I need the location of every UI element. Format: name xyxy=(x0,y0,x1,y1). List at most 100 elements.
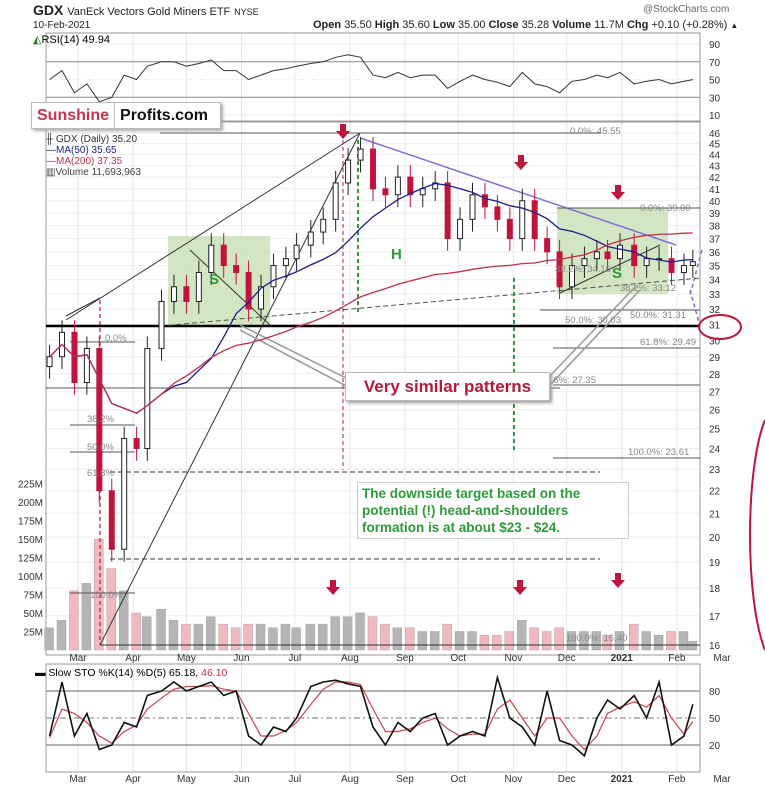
close-value: 35.28 xyxy=(521,19,550,31)
volume-bar xyxy=(641,631,651,651)
x-tick-label: 2021 xyxy=(611,774,634,785)
candle-body xyxy=(320,218,327,233)
left-shoulder-label: S xyxy=(209,271,219,288)
volume-bar xyxy=(392,627,403,651)
rsi-tick-label: 10 xyxy=(709,111,721,122)
fib-label: 50.0%: 31.31 xyxy=(630,310,686,321)
price-tick-label: 38 xyxy=(709,222,721,233)
ma200-legend-text: MA(200) 37.35 xyxy=(56,156,123,167)
volume-bar xyxy=(602,635,612,651)
fib-label: 50.0%: 30.03 xyxy=(565,315,621,326)
x-tick-label: Apr xyxy=(125,653,141,664)
down-arrow-icon xyxy=(611,573,625,588)
fib-label: 100.0%: 23.61 xyxy=(628,447,689,458)
candle-body xyxy=(506,218,513,240)
volume-bar xyxy=(687,640,698,651)
close-label: Close xyxy=(488,19,519,31)
volume-bars xyxy=(44,538,698,651)
candle-body xyxy=(689,261,696,267)
volume-bar xyxy=(442,623,452,651)
x-tick-label: Aug xyxy=(341,653,359,664)
x-tick-label: Dec xyxy=(558,774,576,785)
volume-bar xyxy=(230,627,241,651)
high-value: 35.60 xyxy=(402,19,430,31)
price-tick-label: 39 xyxy=(709,209,721,220)
sto-k-swatch-icon: ▬ xyxy=(35,667,46,679)
volume-bar xyxy=(255,623,266,651)
ohlc-bar: Open 35.50 High 35.60 Low 35.00 Close 35… xyxy=(313,19,738,31)
candle-body xyxy=(444,182,451,240)
panel-frame-2 xyxy=(45,663,701,773)
volume-bar xyxy=(81,583,92,651)
fib-label: 61.8%: 29.49 xyxy=(640,337,696,348)
rsi-icon: ◭ xyxy=(33,34,42,46)
volume-bar xyxy=(454,631,465,651)
security-name: VanEck Vectors Gold Miners ETF xyxy=(67,6,231,18)
volume-tick-label: 150M xyxy=(18,535,43,546)
volume-bar xyxy=(579,631,589,651)
fib-label: 0.0% xyxy=(105,333,127,344)
target-circle xyxy=(698,314,742,340)
sto-d-line xyxy=(49,681,694,751)
candle-body xyxy=(544,238,551,253)
chart-date: 10-Feb-2021 xyxy=(33,20,91,31)
volume-bar xyxy=(181,623,191,651)
price-legend: ╫ GDX (Daily) 35.20 —MA(50) 35.65 —MA(20… xyxy=(46,134,141,178)
volume-bar xyxy=(342,616,353,651)
sto-tick-label: 20 xyxy=(709,741,721,752)
volume-bar xyxy=(566,631,577,651)
x-tick-label: Oct xyxy=(450,774,466,785)
volume-bar xyxy=(380,623,390,651)
candle-body xyxy=(170,286,177,302)
candle-body xyxy=(121,438,128,550)
fan-line xyxy=(99,132,361,646)
price-tick-label: 33 xyxy=(709,290,721,301)
volume-bar xyxy=(614,631,625,651)
price-tick-label: 31 xyxy=(709,320,721,331)
neckline-dashed xyxy=(159,277,701,327)
right-edge-arc xyxy=(749,419,765,651)
chart-title: GDX VanEck Vectors Gold Miners ETF NYSE xyxy=(33,2,259,18)
price-tick-label: 19 xyxy=(709,558,721,569)
candle-body xyxy=(369,148,376,190)
candle-body xyxy=(282,258,289,267)
rsi-tick-label: 90 xyxy=(709,40,721,51)
sto-legend-text: Slow STO %K(14) %D(5) 65.18, xyxy=(48,667,199,679)
candle-body xyxy=(158,300,165,349)
volume-bar xyxy=(653,635,664,651)
volume-bar xyxy=(367,616,378,651)
volume-bar xyxy=(142,616,152,651)
volume-bar xyxy=(44,627,54,651)
chg-label: Chg xyxy=(626,19,649,31)
price-tick-label: 35 xyxy=(709,262,721,273)
fib-label: 78.6%: 27.35 xyxy=(540,375,596,386)
price-tick-label: 18 xyxy=(709,584,721,595)
volume-label: Volume xyxy=(552,19,592,31)
price-tick-label: 26 xyxy=(709,406,721,417)
ma50-legend-text: MA(50) 35.65 xyxy=(56,145,117,156)
candle-body xyxy=(581,258,588,267)
down-arrow-icon xyxy=(326,580,340,595)
candle-body xyxy=(245,272,252,310)
candle-body xyxy=(494,206,501,220)
candle-body xyxy=(616,244,623,260)
sto-tick-label: 50 xyxy=(709,714,721,725)
volume-bar xyxy=(305,623,315,651)
candle-body xyxy=(144,347,151,450)
fib-label: 38.2% xyxy=(87,414,114,425)
volume-bar xyxy=(429,631,440,651)
volume-bar xyxy=(666,631,676,651)
x-tick-label: Sep xyxy=(396,653,414,664)
fib-label: 0.0%: 45.55 xyxy=(570,126,621,137)
candle-body xyxy=(668,258,675,274)
volume-bar xyxy=(541,631,552,651)
down-arrow-icon xyxy=(611,185,625,200)
x-tick-label: Aug xyxy=(341,774,359,785)
open-label: Open xyxy=(313,19,342,31)
volume-tick-label: 175M xyxy=(18,517,43,528)
volume-tick-label: 125M xyxy=(18,554,43,565)
volume-bar xyxy=(193,623,204,651)
price-tick-label: 23 xyxy=(709,465,721,476)
price-candles xyxy=(46,137,696,562)
x-tick-label: Nov xyxy=(504,774,522,785)
